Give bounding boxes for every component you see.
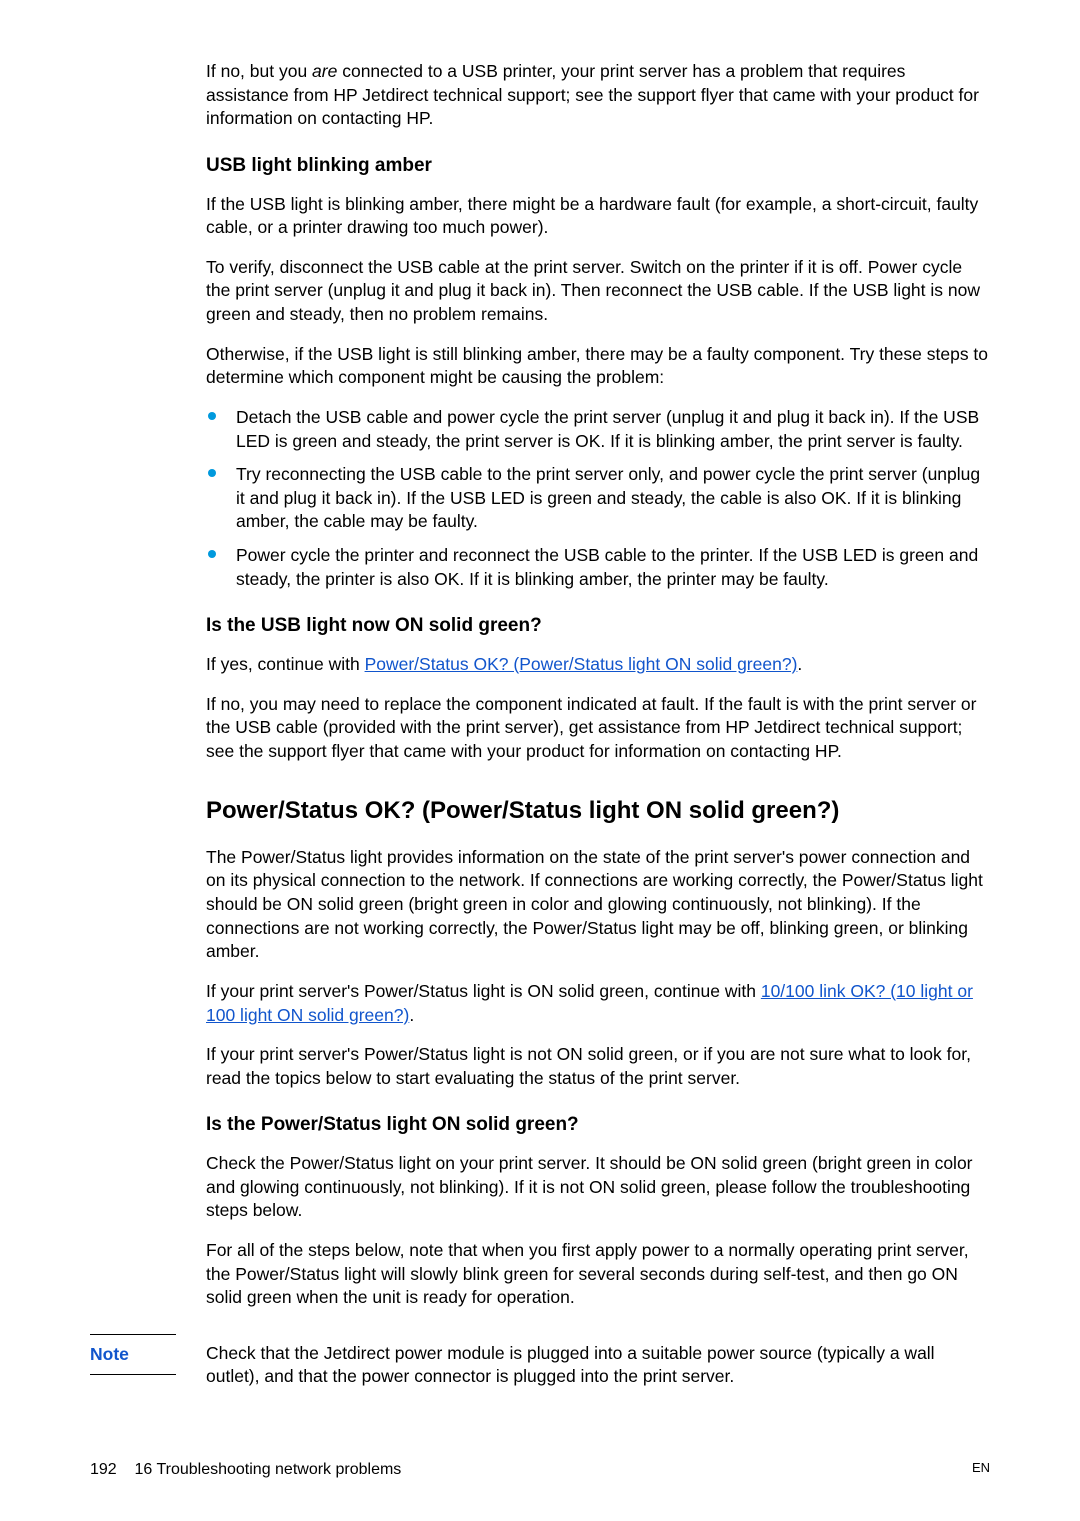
list-item: Power cycle the printer and reconnect th…: [206, 544, 990, 591]
paragraph: If no, but you are connected to a USB pr…: [206, 60, 990, 131]
note-label-wrap: Note: [90, 1334, 206, 1389]
text: If no, but you: [206, 61, 312, 81]
list-item: Detach the USB cable and power cycle the…: [206, 406, 990, 453]
heading-usb-solid-green: Is the USB light now ON solid green?: [206, 613, 990, 639]
list-item-text: Power cycle the printer and reconnect th…: [236, 544, 990, 591]
list-item-text: Detach the USB cable and power cycle the…: [236, 406, 990, 453]
paragraph: Check the Power/Status light on your pri…: [206, 1152, 990, 1223]
paragraph: If the USB light is blinking amber, ther…: [206, 193, 990, 240]
note-block: Note Check that the Jetdirect power modu…: [90, 1334, 990, 1389]
paragraph: Otherwise, if the USB light is still bli…: [206, 343, 990, 390]
text: .: [797, 654, 802, 674]
chapter-title: 16 Troubleshooting network problems: [134, 1461, 401, 1478]
note-label: Note: [90, 1334, 176, 1376]
paragraph: To verify, disconnect the USB cable at t…: [206, 256, 990, 327]
text: If yes, continue with: [206, 654, 365, 674]
heading-power-status-ok: Power/Status OK? (Power/Status light ON …: [206, 795, 990, 827]
document-body: If no, but you are connected to a USB pr…: [206, 60, 990, 1310]
heading-usb-blinking: USB light blinking amber: [206, 153, 990, 179]
bullet-icon: [206, 463, 236, 534]
text: If your print server's Power/Status ligh…: [206, 981, 761, 1001]
list-item-text: Try reconnecting the USB cable to the pr…: [236, 463, 990, 534]
footer-right: EN: [972, 1459, 990, 1481]
bullet-icon: [206, 406, 236, 453]
bullet-list: Detach the USB cable and power cycle the…: [206, 406, 990, 591]
page-number: 192: [90, 1461, 117, 1478]
italic-text: are: [312, 61, 337, 81]
paragraph: If your print server's Power/Status ligh…: [206, 1043, 990, 1090]
note-text: Check that the Jetdirect power module is…: [206, 1334, 990, 1389]
paragraph: The Power/Status light provides informat…: [206, 846, 990, 964]
footer-left: 192 16 Troubleshooting network problems: [90, 1459, 401, 1481]
paragraph: If no, you may need to replace the compo…: [206, 693, 990, 764]
bullet-icon: [206, 544, 236, 591]
paragraph: If yes, continue with Power/Status OK? (…: [206, 653, 990, 677]
list-item: Try reconnecting the USB cable to the pr…: [206, 463, 990, 534]
page-footer: 192 16 Troubleshooting network problems …: [90, 1459, 990, 1481]
link-power-status[interactable]: Power/Status OK? (Power/Status light ON …: [365, 654, 798, 674]
paragraph: For all of the steps below, note that wh…: [206, 1239, 990, 1310]
heading-power-status-solid-green: Is the Power/Status light ON solid green…: [206, 1112, 990, 1138]
paragraph: If your print server's Power/Status ligh…: [206, 980, 990, 1027]
text: .: [409, 1005, 414, 1025]
